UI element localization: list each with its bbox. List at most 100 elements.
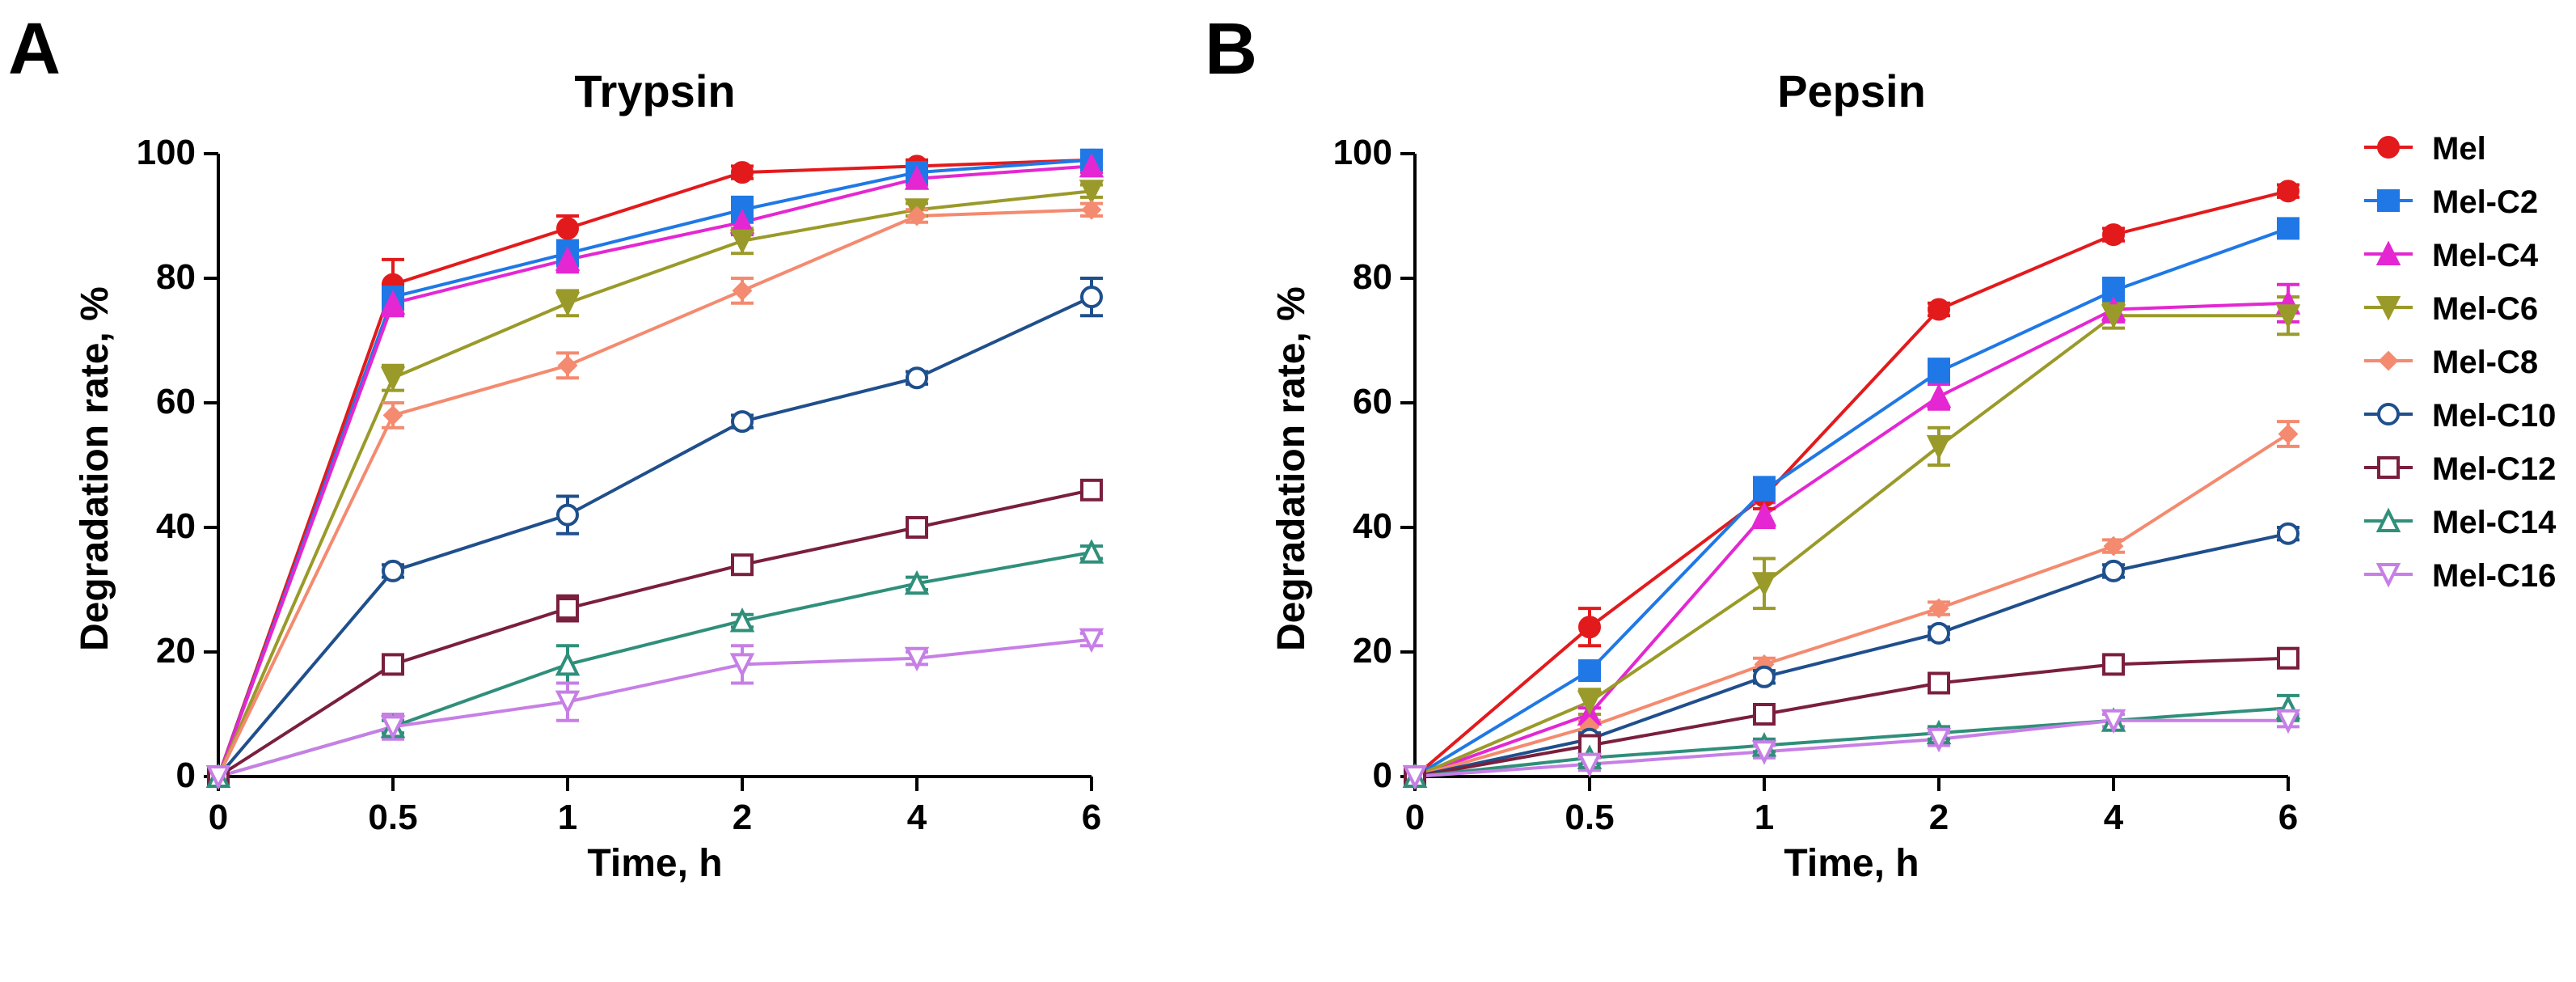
legend-marker-icon <box>2361 131 2426 167</box>
legend-label: Mel-C16 <box>2432 558 2556 595</box>
x-tick-label: 4 <box>876 798 957 838</box>
series-marker-Mel <box>1929 300 1949 320</box>
panel-B: BPepsinDegradation rate, %Time, h0204060… <box>1205 8 2337 982</box>
x-tick-label: 0 <box>1375 798 1455 838</box>
y-tick-label: 40 <box>156 506 196 547</box>
series-line-Mel-C2 <box>1415 228 2288 777</box>
x-tick-label: 2 <box>1898 798 1979 838</box>
y-tick-label: 20 <box>156 631 196 671</box>
legend-marker-icon <box>2361 505 2426 541</box>
series-marker-Mel-C8 <box>385 408 400 423</box>
series-marker-Mel <box>2104 225 2123 244</box>
panel-A: ATrypsinDegradation rate, %Time, h020406… <box>8 8 1140 982</box>
y-tick-label: 60 <box>156 382 196 422</box>
series-marker-Mel-C8 <box>2280 426 2295 442</box>
series-line-Mel-C12 <box>218 490 1092 777</box>
legend-label: Mel <box>2432 131 2486 167</box>
legend-label: Mel-C10 <box>2432 398 2556 434</box>
series-marker-Mel-C4 <box>1929 387 1949 406</box>
y-tick-label: 80 <box>1353 257 1392 298</box>
y-tick-label: 20 <box>1353 631 1392 671</box>
series-marker-Mel-C12 <box>2278 649 2298 668</box>
series-marker-Mel-C12 <box>907 518 927 537</box>
series-line-Mel-C10 <box>218 297 1092 777</box>
legend-marker-icon <box>2361 238 2426 274</box>
legend-marker-icon <box>2361 558 2426 595</box>
series-line-Mel-C6 <box>1415 315 2288 777</box>
series-marker-Mel-C2 <box>1755 480 1774 500</box>
x-tick-label: 1 <box>527 798 608 838</box>
series-marker-Mel-C10 <box>558 506 577 525</box>
legend-item: Mel-C16 <box>2361 557 2556 595</box>
series-marker-Mel-C12 <box>1929 674 1949 693</box>
x-tick-label: 0.5 <box>1549 798 1630 838</box>
y-tick-label: 60 <box>1353 382 1392 422</box>
x-tick-label: 1 <box>1724 798 1805 838</box>
x-tick-label: 6 <box>2248 798 2329 838</box>
y-tick-label: 40 <box>1353 506 1392 547</box>
legend-marker-icon <box>2361 451 2426 488</box>
series-marker-Mel-C12 <box>558 599 577 618</box>
series-marker-Mel-C12 <box>1755 705 1774 724</box>
legend-marker-icon <box>2361 398 2426 434</box>
series-line-Mel-C4 <box>218 166 1092 777</box>
series-marker-Mel-C12 <box>733 555 752 574</box>
series-marker-Mel-C12 <box>383 654 403 674</box>
series-line-Mel-C8 <box>1415 434 2288 777</box>
series-line-Mel-C16 <box>218 640 1092 777</box>
x-tick-label: 2 <box>702 798 783 838</box>
x-tick-label: 4 <box>2073 798 2154 838</box>
series-marker-Mel-C14 <box>558 654 577 674</box>
x-tick-label: 6 <box>1051 798 1132 838</box>
legend: Mel Mel-C2 Mel-C4 Mel-C6 Mel-C8 Mel-C10 … <box>2361 129 2556 595</box>
series-marker-Mel-C10 <box>1929 624 1949 643</box>
series-line-Mel-C4 <box>1415 303 2288 777</box>
y-tick-label: 80 <box>156 257 196 298</box>
series-marker-Mel-C2 <box>2278 218 2298 238</box>
legend-item: Mel <box>2361 129 2556 168</box>
series-marker-Mel-C10 <box>907 368 927 387</box>
y-tick-label: 0 <box>176 756 196 796</box>
legend-label: Mel-C8 <box>2432 345 2538 381</box>
series-marker-Mel-C2 <box>1929 362 1949 382</box>
legend-marker-icon <box>2361 345 2426 381</box>
series-marker-Mel <box>2278 181 2298 201</box>
series-marker-Mel <box>733 163 752 182</box>
legend-marker-icon <box>2361 184 2426 221</box>
x-tick-label: 0 <box>178 798 259 838</box>
legend-label: Mel-C2 <box>2432 184 2538 221</box>
legend-item: Mel-C2 <box>2361 183 2556 222</box>
series-line-Mel-C6 <box>218 191 1092 777</box>
series-marker-Mel-C6 <box>558 294 577 313</box>
y-tick-label: 0 <box>1373 756 1392 796</box>
legend-item: Mel-C8 <box>2361 343 2556 382</box>
legend-marker-icon <box>2361 291 2426 328</box>
series-marker-Mel <box>558 218 577 238</box>
series-marker-Mel-C10 <box>383 561 403 581</box>
series-marker-Mel-C10 <box>1082 287 1101 307</box>
series-marker-Mel-C12 <box>2104 654 2123 674</box>
series-marker-Mel-C12 <box>1082 480 1101 500</box>
legend-label: Mel-C14 <box>2432 505 2556 541</box>
series-marker-Mel-C10 <box>2104 561 2123 581</box>
series-marker-Mel-C8 <box>560 358 575 373</box>
series-marker-Mel-C10 <box>2278 524 2298 544</box>
legend-label: Mel-C4 <box>2432 238 2538 274</box>
legend-item: Mel-C10 <box>2361 396 2556 435</box>
series-marker-Mel-C8 <box>734 283 750 298</box>
series-marker-Mel-C6 <box>1755 574 1774 593</box>
legend-item: Mel-C14 <box>2361 503 2556 542</box>
series-marker-Mel <box>1580 617 1599 637</box>
series-line-Mel <box>1415 191 2288 777</box>
y-tick-label: 100 <box>1333 133 1392 173</box>
legend-item: Mel-C4 <box>2361 236 2556 275</box>
legend-item: Mel-C12 <box>2361 450 2556 489</box>
series-marker-Mel-C6 <box>383 368 403 387</box>
legend-label: Mel-C12 <box>2432 451 2556 488</box>
legend-label: Mel-C6 <box>2432 291 2538 328</box>
series-marker-Mel-C10 <box>1755 667 1774 687</box>
series-marker-Mel-C10 <box>733 412 752 431</box>
x-tick-label: 0.5 <box>353 798 433 838</box>
series-marker-Mel-C2 <box>1580 661 1599 680</box>
legend-item: Mel-C6 <box>2361 290 2556 328</box>
